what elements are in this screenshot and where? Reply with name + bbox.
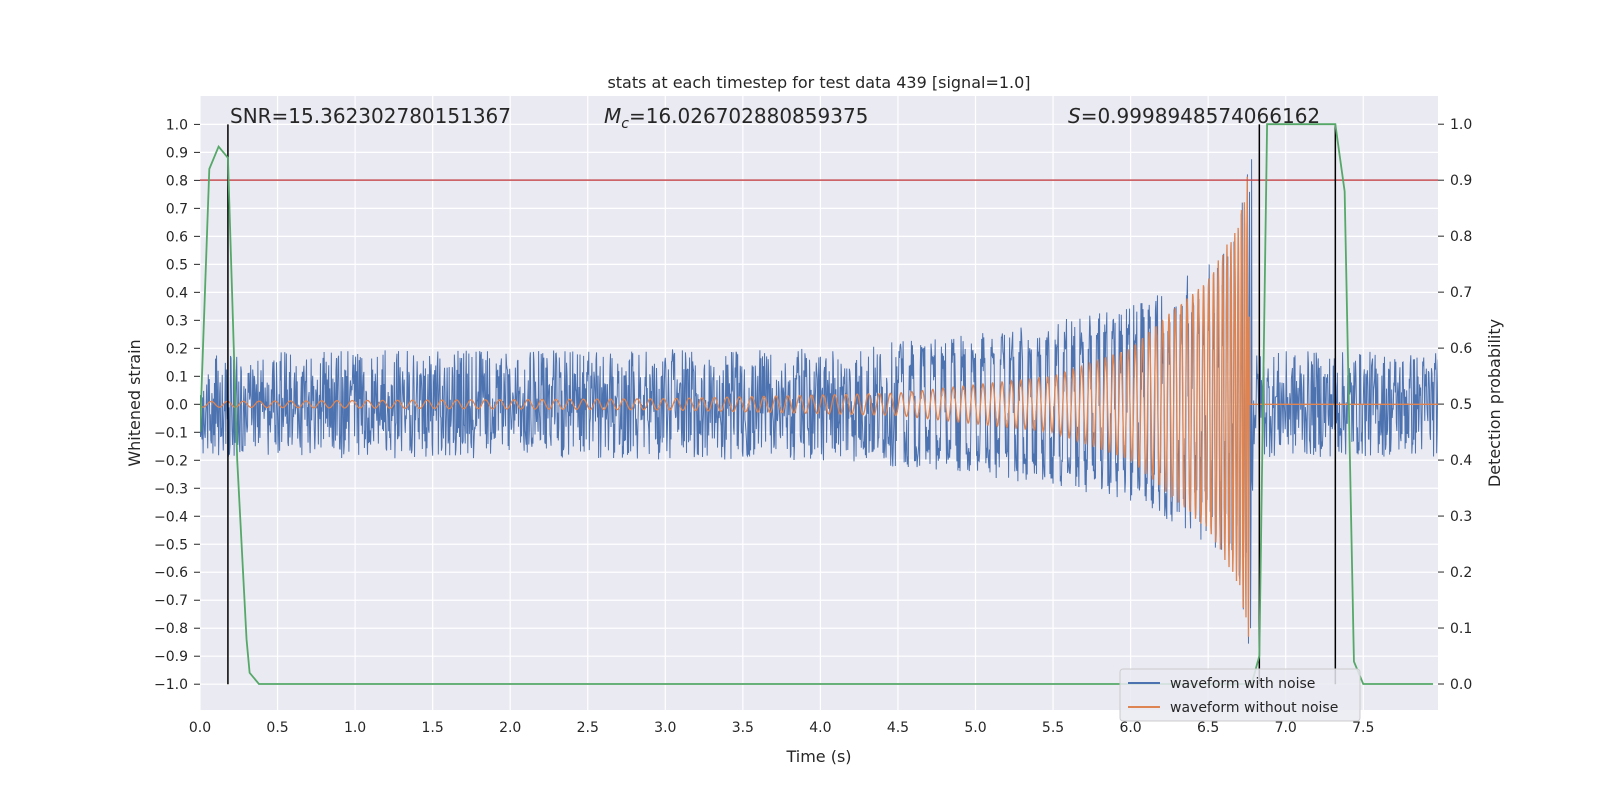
- x-tick-label: 2.0: [499, 720, 521, 736]
- y2-axis-label: Detection probability: [1485, 319, 1504, 487]
- y-tick-label: 0.7: [166, 201, 188, 217]
- x-tick-labels: 0.0 0.5 1.0 1.5 2.0 2.5 3.0 3.5 4.0 4.5 5.0 5.5 6.0 6…: [189, 720, 1375, 736]
- y-tick-label: −0.3: [154, 481, 188, 497]
- y-tick-label: −0.9: [154, 649, 188, 665]
- series-waveform-with-noise: [200, 159, 1438, 644]
- y-tick-label: 0.8: [166, 173, 188, 189]
- legend: waveform with noise waveform without noi…: [1119, 668, 1361, 722]
- chart-title: stats at each timestep for test data 439…: [607, 73, 1030, 92]
- y2-tick-label: 0.5: [1450, 397, 1472, 413]
- y-tick-label: −0.2: [154, 453, 188, 469]
- y2-tick-label: 0.9: [1450, 173, 1472, 189]
- x-tick-label: 1.5: [422, 720, 444, 736]
- y2-tick-label: 0.7: [1450, 285, 1472, 301]
- legend-label-clean: waveform without noise: [1170, 700, 1338, 716]
- x-tick-label: 7.0: [1275, 720, 1297, 736]
- y2-tick-label: 1.0: [1450, 117, 1472, 133]
- y-tick-label: 0.1: [166, 369, 188, 385]
- y-tick-label: −0.6: [154, 565, 188, 581]
- x-tick-label: 0.0: [189, 720, 211, 736]
- plot-content: [200, 123, 1438, 685]
- x-tick-label: 3.5: [732, 720, 754, 736]
- series-waveform-without-noise: [200, 176, 1438, 637]
- y2-tick-labels: 1.0 0.9 0.8 0.7 0.6 0.5 0.4 0.3 0.2 0.1 0.0: [1438, 117, 1472, 693]
- x-tick-label: 0.5: [266, 720, 288, 736]
- x-tick-label: 1.0: [344, 720, 366, 736]
- y-tick-label: 0.6: [166, 229, 188, 245]
- y-tick-label: −0.1: [154, 425, 188, 441]
- y-axis-label: Whitened strain: [125, 339, 144, 466]
- x-tick-label: 6.0: [1119, 720, 1141, 736]
- y-tick-label: −0.8: [154, 621, 188, 637]
- x-tick-label: 2.5: [577, 720, 599, 736]
- marker-lines: [227, 124, 1337, 685]
- y-tick-label: −0.4: [154, 509, 188, 525]
- x-tick-label: 6.5: [1197, 720, 1219, 736]
- y2-tick-label: 0.3: [1450, 509, 1472, 525]
- x-axis-label: Time (s): [785, 747, 851, 766]
- y-tick-label: −0.7: [154, 593, 188, 609]
- y2-tick-label: 0.6: [1450, 341, 1472, 357]
- x-tick-label: 4.0: [809, 720, 831, 736]
- x-tick-label: 4.5: [887, 720, 909, 736]
- y2-tick-label: 0.1: [1450, 621, 1472, 637]
- y2-tick-label: 0.0: [1450, 677, 1472, 693]
- y-tick-label: 0.2: [166, 341, 188, 357]
- y2-tick-label: 0.8: [1450, 229, 1472, 245]
- y-tick-label: 0.3: [166, 313, 188, 329]
- y-tick-label: −1.0: [154, 677, 188, 693]
- x-tick-label: 7.5: [1352, 720, 1374, 736]
- x-tick-label: 5.0: [964, 720, 986, 736]
- x-tick-label: 3.0: [654, 720, 676, 736]
- y-tick-labels: 1.0 0.9 0.8 0.7 0.6 0.5 0.4 0.3 0.2 0.1 0.0 −0.1 −0.…: [154, 117, 200, 693]
- legend-label-noisy: waveform with noise: [1170, 676, 1315, 692]
- y2-tick-label: 0.2: [1450, 565, 1472, 581]
- annotation-snr: SNR=15.362302780151367: [230, 104, 511, 128]
- y-tick-label: 1.0: [166, 117, 188, 133]
- y-tick-label: 0.0: [166, 397, 188, 413]
- y-tick-label: 0.9: [166, 145, 188, 161]
- annotation-chirp-mass: Mc=16.026702880859375: [604, 104, 868, 132]
- y-tick-label: 0.5: [166, 257, 188, 273]
- y-tick-label: 0.4: [166, 285, 188, 301]
- series-detection-probability: [200, 123, 1434, 685]
- annotation-score: S=0.9998948574066162: [1068, 104, 1320, 128]
- y2-tick-label: 0.4: [1450, 453, 1472, 469]
- legend-box: [1119, 668, 1361, 722]
- y-tick-label: −0.5: [154, 537, 188, 553]
- x-tick-label: 5.5: [1042, 720, 1064, 736]
